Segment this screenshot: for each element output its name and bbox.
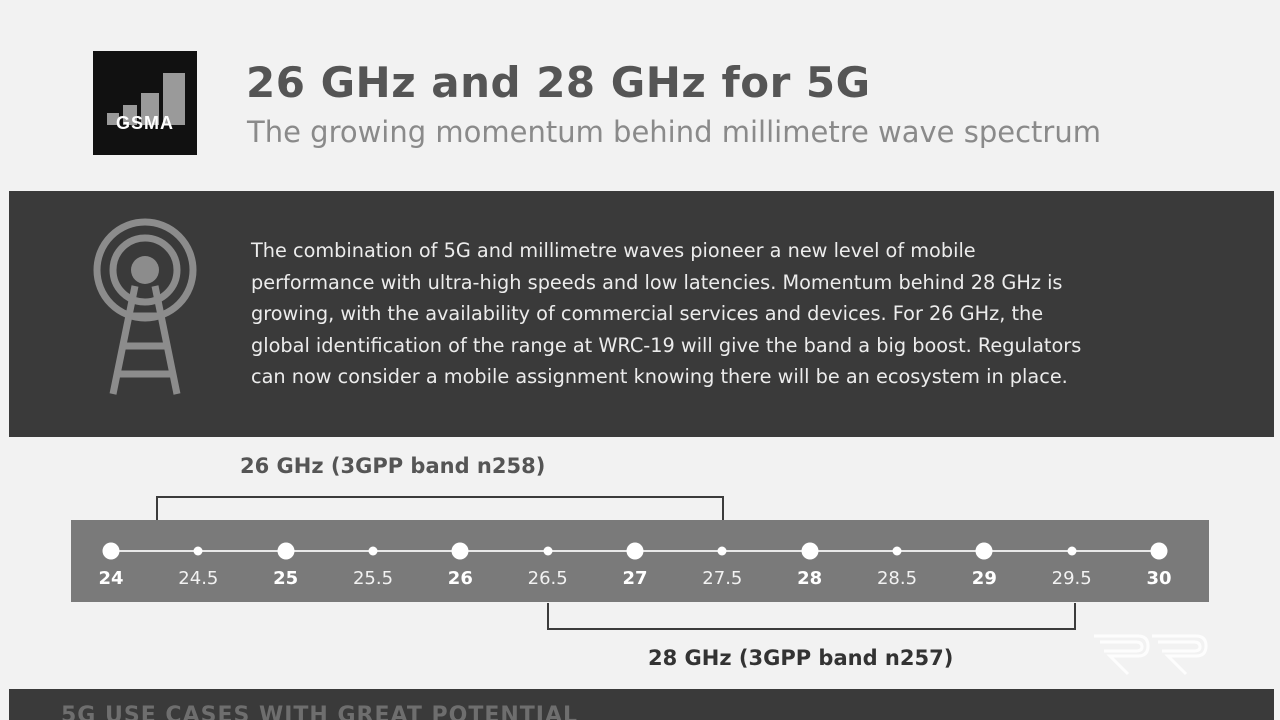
intro-line: can now consider a mobile assignment kno… <box>251 365 1068 388</box>
intro-line: The combination of 5G and millimetre wav… <box>251 239 976 262</box>
logo-wordmark: GSMA <box>116 113 174 133</box>
scale-tick-dot <box>626 542 644 560</box>
scale-tick-dot <box>193 546 203 556</box>
scale-tick-dot <box>102 542 120 560</box>
scale-tick-dot <box>543 546 553 556</box>
page-subtitle: The growing momentum behind millimetre w… <box>247 115 1101 149</box>
scale-tick-label: 24 <box>98 568 124 589</box>
use-cases-section-bar: 5G USE CASES WITH GREAT POTENTIAL <box>9 689 1274 720</box>
scale-tick-label: 24.5 <box>178 568 219 589</box>
scale-tick-label: 30 <box>1146 568 1172 589</box>
scale-tick-dot <box>1150 542 1168 560</box>
scale-tick-dot <box>277 542 295 560</box>
band-28-bracket <box>547 603 1076 630</box>
signal-bars-icon <box>107 73 185 125</box>
scale-tick-label: 25 <box>273 568 299 589</box>
scale-tick-label: 26 <box>447 568 473 589</box>
band-26-bracket <box>156 496 724 522</box>
scale-tick-label: 28 <box>797 568 823 589</box>
scale-tick-dot <box>1067 546 1077 556</box>
band-28-label: 28 GHz (3GPP band n257) <box>648 646 954 670</box>
intro-line: growing, with the availability of commer… <box>251 302 1044 325</box>
scale-tick-label: 29.5 <box>1051 568 1092 589</box>
scale-tick-label: 28.5 <box>876 568 918 589</box>
frequency-scale: 24 24.5 25 25.5 26 26.5 27 27.5 28 28.5 29 29.5 30 <box>71 520 1209 602</box>
radio-tower-icon <box>93 218 197 395</box>
scale-tick-label: 25.5 <box>352 568 394 589</box>
scale-tick-label: 26.5 <box>527 568 568 589</box>
scale-tick-dot <box>368 546 378 556</box>
scale-tick-dot <box>717 546 727 556</box>
section-title: 5G USE CASES WITH GREAT POTENTIAL <box>61 703 579 720</box>
page-title: 26 GHz and 28 GHz for 5G <box>246 58 871 107</box>
watermark-logo <box>1094 634 1208 676</box>
intro-panel: The combination of 5G and millimetre wav… <box>9 191 1274 437</box>
scale-tick-label: 27.5 <box>702 568 743 589</box>
intro-line: performance with ultra-high speeds and l… <box>251 270 1063 294</box>
scale-tick-dot <box>975 542 993 560</box>
scale-tick-label: 29 <box>971 568 997 589</box>
gsma-logo: GSMA <box>93 51 197 155</box>
scale-tick-dot <box>801 542 819 560</box>
scale-tick-dot <box>892 546 902 556</box>
intro-line: global identification of the range at WR… <box>251 333 1082 357</box>
scale-tick-label: 27 <box>622 568 648 589</box>
band-26-label: 26 GHz (3GPP band n258) <box>240 454 546 478</box>
intro-text: The combination of 5G and millimetre wav… <box>251 235 1241 393</box>
scale-tick-dot <box>451 542 469 560</box>
